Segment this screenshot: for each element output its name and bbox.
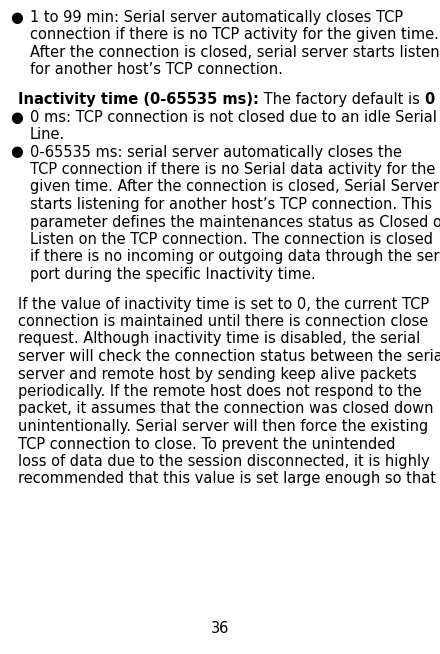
Text: unintentionally. Serial server will then force the existing: unintentionally. Serial server will then… <box>18 419 428 434</box>
Text: TCP connection to close. To prevent the unintended: TCP connection to close. To prevent the … <box>18 436 396 451</box>
Text: Listen on the TCP connection. The connection is closed: Listen on the TCP connection. The connec… <box>30 232 433 247</box>
Text: for another host’s TCP connection.: for another host’s TCP connection. <box>30 63 283 78</box>
Text: packet, it assumes that the connection was closed down: packet, it assumes that the connection w… <box>18 402 433 417</box>
Text: starts listening for another host’s TCP connection. This: starts listening for another host’s TCP … <box>30 197 432 212</box>
Text: periodically. If the remote host does not respond to the: periodically. If the remote host does no… <box>18 384 422 399</box>
Text: if there is no incoming or outgoing data through the serial: if there is no incoming or outgoing data… <box>30 249 440 264</box>
Text: Line.: Line. <box>30 127 65 142</box>
Text: ●: ● <box>10 10 23 25</box>
Text: ●: ● <box>10 145 23 160</box>
Text: recommended that this value is set large enough so that: recommended that this value is set large… <box>18 472 436 487</box>
Text: server and remote host by sending keep alive packets: server and remote host by sending keep a… <box>18 366 417 381</box>
Text: connection is maintained until there is connection close: connection is maintained until there is … <box>18 314 428 329</box>
Text: port during the specific Inactivity time.: port during the specific Inactivity time… <box>30 267 315 282</box>
Text: given time. After the connection is closed, Serial Server: given time. After the connection is clos… <box>30 179 439 194</box>
Text: ms.: ms. <box>435 92 440 107</box>
Text: server will check the connection status between the serial: server will check the connection status … <box>18 349 440 364</box>
Text: 1 to 99 min: Serial server automatically closes TCP: 1 to 99 min: Serial server automatically… <box>30 10 403 25</box>
Text: After the connection is closed, serial server starts listening: After the connection is closed, serial s… <box>30 45 440 60</box>
Text: 0-65535 ms: serial server automatically closes the: 0-65535 ms: serial server automatically … <box>30 145 402 160</box>
Text: Inactivity time (0-65535 ms):: Inactivity time (0-65535 ms): <box>18 92 259 107</box>
Text: 0 ms: TCP connection is not closed due to an idle Serial: 0 ms: TCP connection is not closed due t… <box>30 109 437 124</box>
Text: TCP connection if there is no Serial data activity for the: TCP connection if there is no Serial dat… <box>30 162 435 177</box>
Text: If the value of inactivity time is set to 0, the current TCP: If the value of inactivity time is set t… <box>18 296 429 311</box>
Text: parameter defines the maintenances status as Closed or: parameter defines the maintenances statu… <box>30 215 440 230</box>
Text: connection if there is no TCP activity for the given time.: connection if there is no TCP activity f… <box>30 27 439 43</box>
Text: The factory default is: The factory default is <box>259 92 424 107</box>
Text: request. Although inactivity time is disabled, the serial: request. Although inactivity time is dis… <box>18 332 420 347</box>
Text: 0: 0 <box>424 92 435 107</box>
Text: loss of data due to the session disconnected, it is highly: loss of data due to the session disconne… <box>18 454 430 469</box>
Text: ●: ● <box>10 109 23 124</box>
Text: 36: 36 <box>211 621 229 636</box>
